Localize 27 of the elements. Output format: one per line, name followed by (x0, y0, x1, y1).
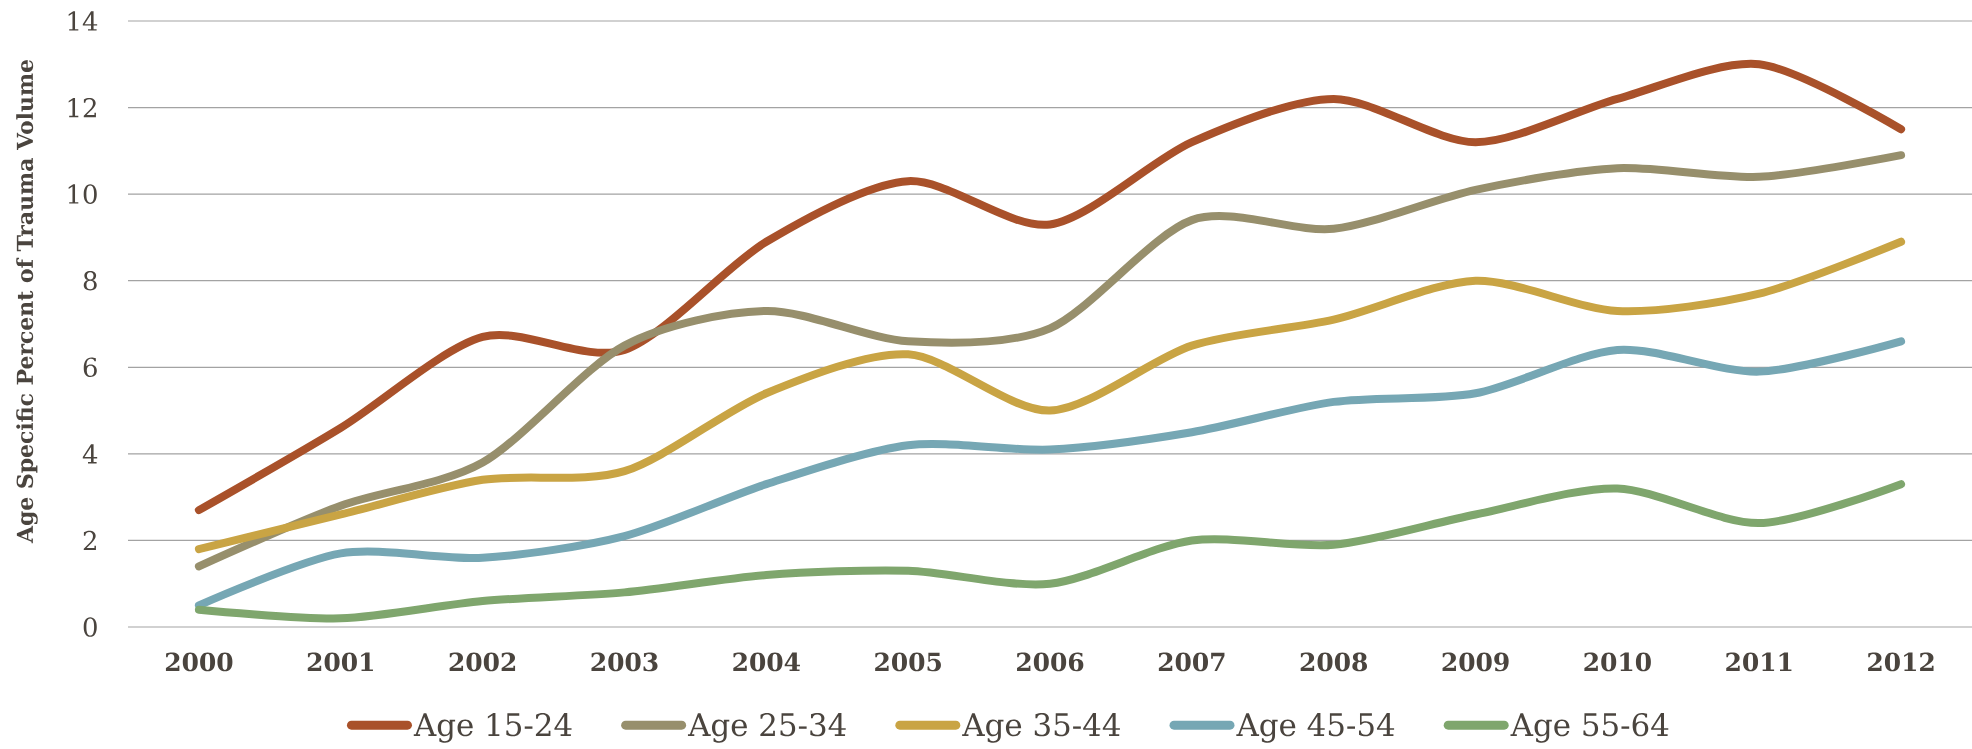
x-tick-label: 2003 (591, 652, 658, 672)
y-tick-label: 14 (68, 11, 98, 31)
x-tick-label: 2002 (449, 652, 516, 672)
y-tick-label: 2 (83, 530, 96, 551)
legend-label: Age 45-54 (1236, 712, 1395, 743)
legend-label: Age 15-24 (413, 712, 572, 743)
x-tick-label: 2008 (1300, 652, 1368, 672)
x-tick-label: 2001 (307, 652, 373, 672)
legend-label: Age 55-64 (1510, 712, 1669, 743)
x-tick-label: 2012 (1868, 652, 1934, 672)
y-axis-title: Age Specific Percent of Trauma Volume (16, 59, 38, 544)
y-tick-label: 6 (83, 357, 97, 378)
x-tick-label: 2004 (733, 652, 800, 672)
y-tick-label: 4 (82, 444, 98, 464)
x-tick-label: 2005 (875, 652, 941, 672)
y-tick-label: 8 (83, 270, 97, 291)
x-tick-label: 2000 (165, 652, 233, 672)
legend-label: Age 25-34 (687, 712, 846, 743)
y-tick-label: 0 (83, 617, 97, 637)
legend-label: Age 35-44 (962, 712, 1120, 743)
x-tick-label: 2010 (1584, 652, 1651, 672)
x-tick-label: 2006 (1017, 652, 1084, 672)
y-tick-label: 12 (68, 97, 96, 118)
x-tick-label: 2007 (1158, 652, 1225, 672)
x-tick-label: 2011 (1726, 652, 1792, 672)
x-tick-label: 2009 (1442, 652, 1509, 672)
y-tick-label: 10 (68, 184, 97, 204)
